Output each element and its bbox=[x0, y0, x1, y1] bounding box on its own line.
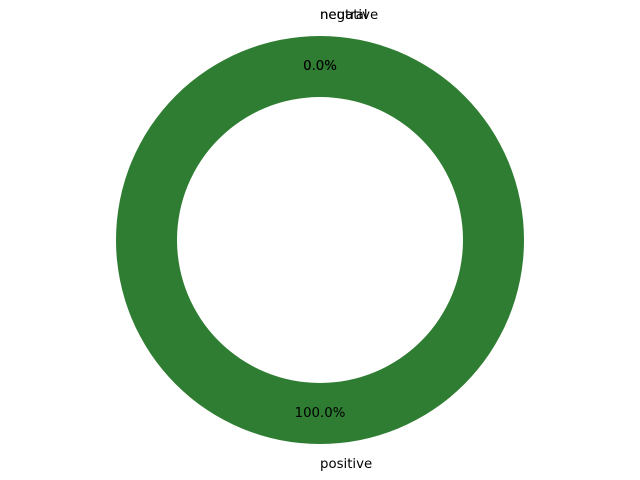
slice-label-negative: negative bbox=[320, 8, 378, 23]
slice-label-positive: positive bbox=[320, 457, 372, 472]
donut-wedges bbox=[116, 36, 524, 444]
slice-pct-neutral: 0.0% bbox=[303, 59, 337, 74]
slice-pct-positive: 100.0% bbox=[295, 406, 346, 421]
slice-label-neutral: neutral bbox=[320, 8, 368, 23]
wedge-positive bbox=[116, 36, 524, 444]
slice-pct-negative: 0.0% bbox=[303, 59, 337, 74]
